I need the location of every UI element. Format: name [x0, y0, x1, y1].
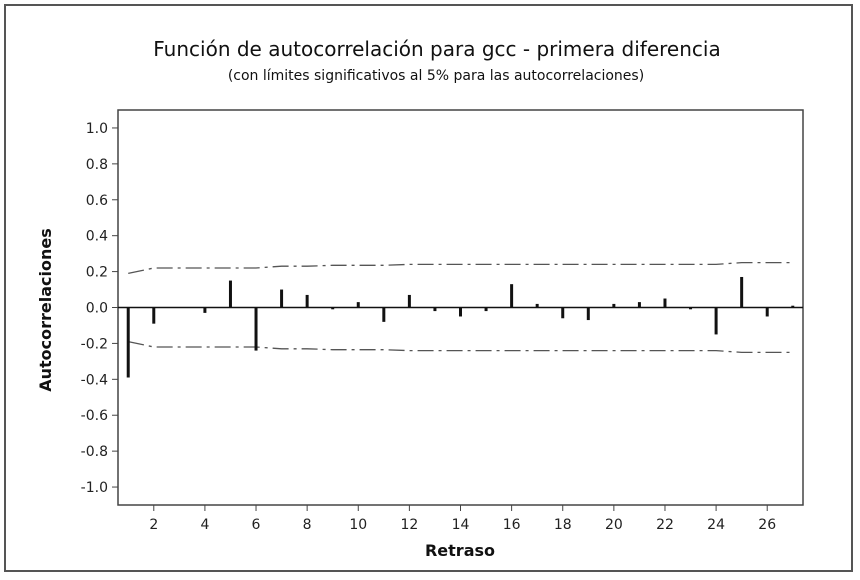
- significance-limits: [128, 261, 793, 354]
- chart-title: Función de autocorrelación para gcc - pr…: [153, 37, 720, 61]
- x-tick-label: 10: [349, 517, 367, 533]
- x-tick-label: 26: [758, 517, 776, 533]
- x-tick-label: 14: [452, 517, 470, 533]
- x-tick-label: 2: [149, 517, 158, 533]
- y-tick-label: 0.8: [86, 157, 108, 173]
- y-tick-label: -1.0: [81, 480, 108, 496]
- y-tick-label: 0.4: [86, 229, 108, 245]
- x-tick-label: 20: [605, 517, 623, 533]
- x-tick-label: 4: [200, 517, 209, 533]
- y-axis-ticks: 1.0 0.8 0.6 0.4 0.2 0.0 -0.2 -0.4 -0.6 -0.8 -1.0: [81, 121, 118, 496]
- x-tick-label: 16: [503, 517, 521, 533]
- x-tick-label: 18: [554, 517, 572, 533]
- y-tick-label: -0.6: [81, 408, 108, 424]
- acf-bars: [126, 276, 795, 378]
- x-axis-ticks: 2 4 6 8 10 12 14 16 18 20 22 24 26: [149, 505, 776, 533]
- y-tick-label: 0.0: [86, 301, 108, 317]
- y-axis-label: Autocorrelaciones: [36, 228, 55, 392]
- upper-limit-line: [128, 261, 793, 275]
- x-axis-label: Retraso: [425, 541, 495, 560]
- y-tick-label: -0.2: [81, 336, 108, 352]
- chart-subtitle: (con límites significativos al 5% para l…: [228, 68, 644, 84]
- lower-limit-line: [128, 340, 793, 354]
- y-tick-label: 0.2: [86, 265, 108, 281]
- y-tick-label: -0.4: [81, 372, 108, 388]
- x-tick-label: 22: [656, 517, 674, 533]
- y-tick-label: -0.8: [81, 444, 108, 460]
- y-tick-label: 1.0: [86, 121, 108, 137]
- x-tick-label: 6: [252, 517, 261, 533]
- x-tick-label: 24: [707, 517, 725, 533]
- y-tick-label: 0.6: [86, 193, 108, 209]
- x-tick-label: 12: [400, 517, 418, 533]
- x-tick-label: 8: [303, 517, 312, 533]
